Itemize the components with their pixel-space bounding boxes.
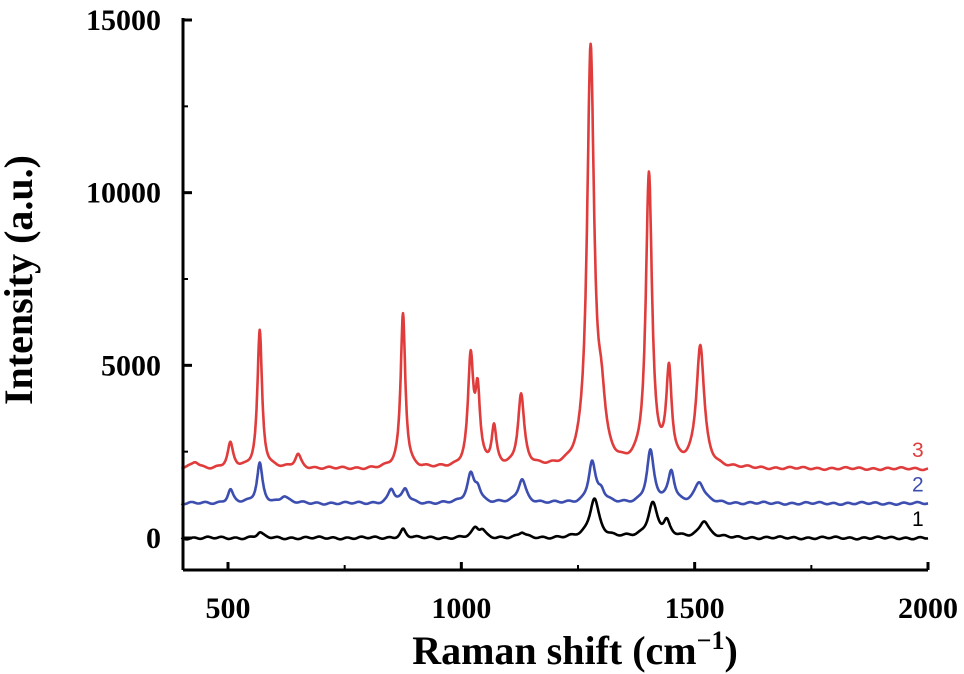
y-tick-label-15000: 15000 [86,4,161,37]
axes-layer [181,18,930,572]
series-label-3: 3 [912,439,924,462]
series-line-2 [180,447,929,507]
series-line-3 [180,42,929,472]
y-tick-label-10000: 10000 [86,177,161,210]
y-tick-label-0: 0 [146,522,161,555]
x-tick-label-1000: 1000 [431,592,491,625]
labels-layer: 1 2 3 500 1000 1500 2000 0 5000 10000 15000 [86,4,958,625]
x-tick-label-1500: 1500 [665,592,725,625]
series-label-1: 1 [912,508,924,531]
y-axis-title: Intensity (a.u.) [0,155,41,405]
series-layer [180,42,929,541]
series-line-1 [180,497,929,541]
x-axis-title: Raman shift (cm−1) [412,626,738,673]
x-tick-label-500: 500 [206,592,251,625]
series-label-2: 2 [912,473,924,496]
y-tick-label-5000: 5000 [101,349,161,382]
x-tick-label-2000: 2000 [898,592,958,625]
